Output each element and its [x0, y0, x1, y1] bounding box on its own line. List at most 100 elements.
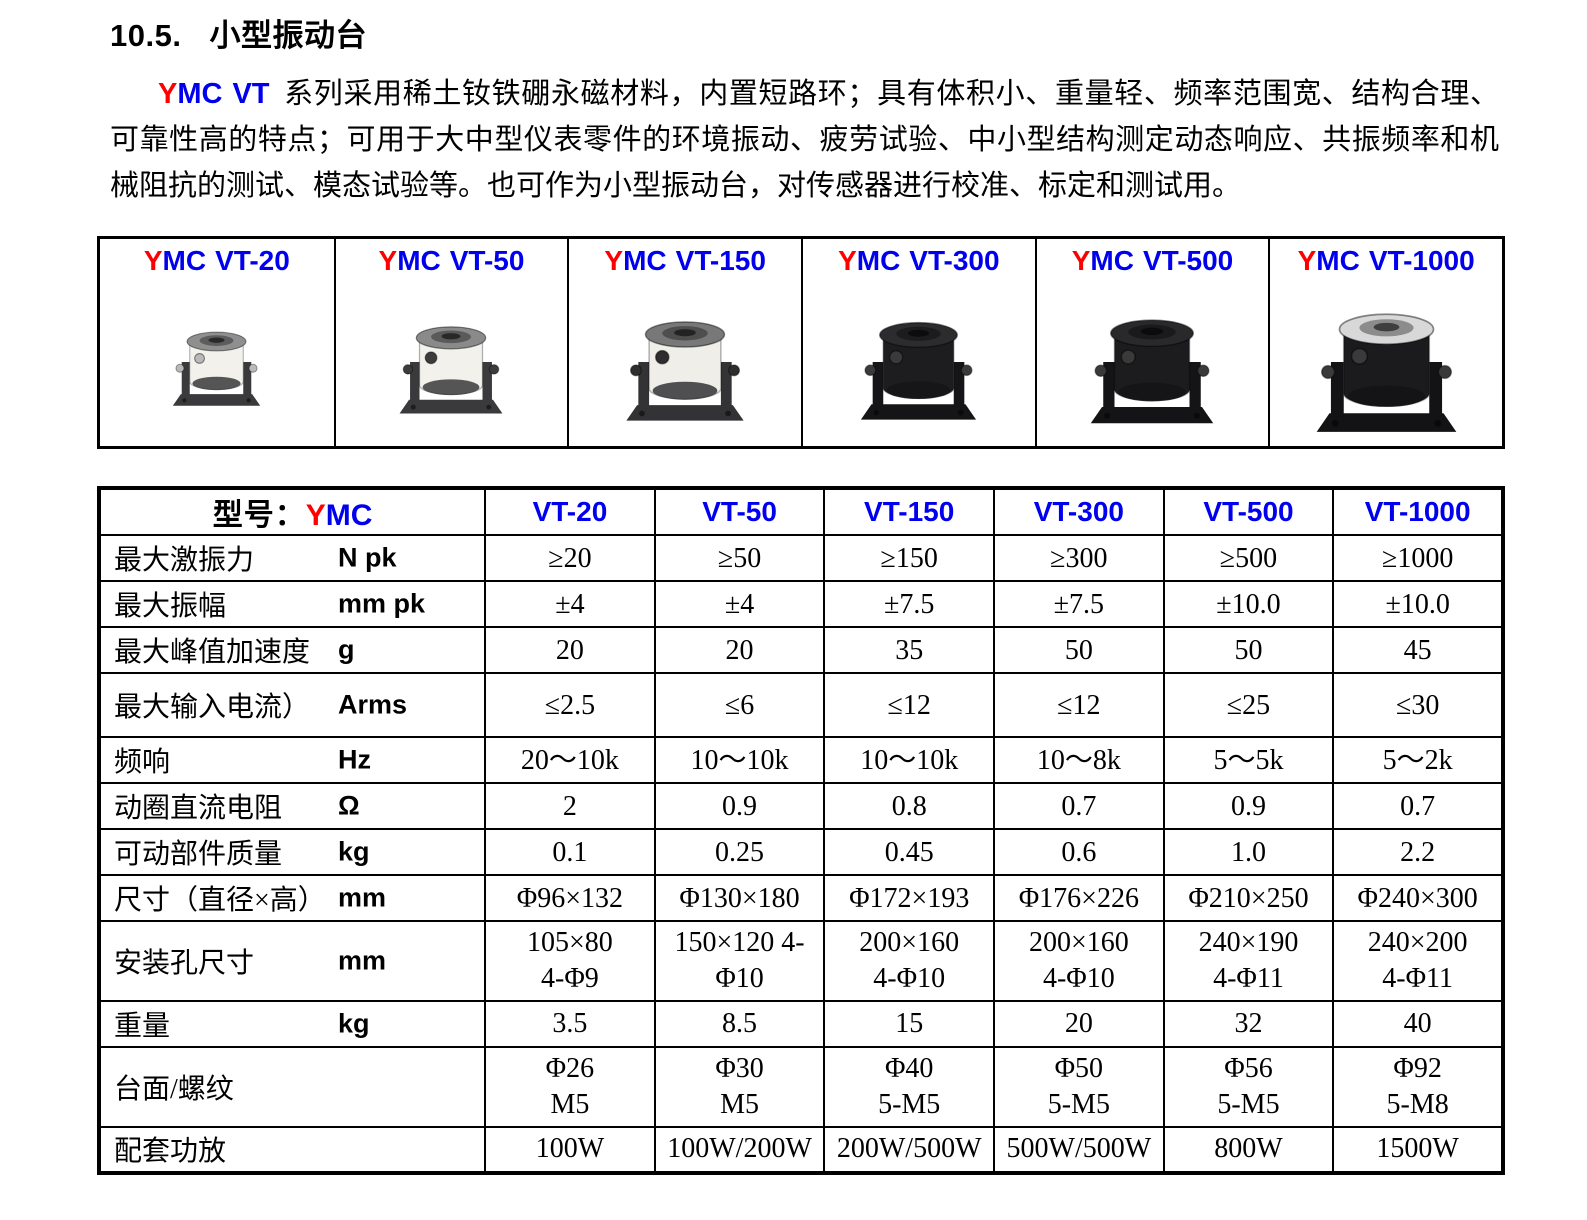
spec-row-label-cell: 可动部件质量 kg	[97, 828, 487, 877]
spec-row-unit: mm	[338, 945, 387, 976]
spec-value: ≤12	[993, 672, 1165, 739]
spec-value: 20	[484, 626, 656, 675]
spec-value: 10～8k	[993, 736, 1165, 785]
spec-row-label-cell: 尺寸（直径×高） mm	[97, 874, 487, 923]
product-cell: YMC VT-1000	[1268, 239, 1502, 447]
shaker-illustration	[626, 321, 744, 421]
spec-row: 重量 kg 3.5 8.5 15 20 32 40	[97, 1000, 1504, 1049]
brand-y: Y	[604, 245, 624, 277]
spec-row-label-cell: 动圈直流电阻 Ω	[97, 782, 487, 831]
spec-value: 100W/200W	[653, 1125, 826, 1174]
spec-value: 0.1	[484, 828, 656, 877]
spec-value: 5～5k	[1162, 736, 1335, 785]
spec-value: 20	[993, 1000, 1165, 1049]
product-photo	[1037, 277, 1269, 446]
spec-value: 0.45	[823, 828, 996, 877]
spec-value: 3.5	[484, 1000, 656, 1049]
spec-value: 0.25	[653, 828, 826, 877]
spec-value: Φ92 5-M8	[1332, 1046, 1504, 1128]
intro-paragraph: YMC VT 系列采用稀土钕铁硼永磁材料，内置短路环；具有体积小、重量轻、频率范围宽…	[110, 72, 1499, 209]
brand-y: Y	[143, 245, 163, 277]
product-photo	[803, 277, 1035, 446]
spec-value: Φ240×300	[1332, 874, 1504, 923]
product-photo	[569, 277, 801, 446]
spec-value: 200×160 4-Φ10	[823, 920, 996, 1003]
product-label: YMC VT-20	[144, 246, 290, 277]
spec-row-label-cell: 频响 Hz	[97, 736, 487, 785]
spec-value: 0.6	[993, 828, 1165, 877]
spec-value: ≤2.5	[484, 672, 656, 739]
spec-value: Φ50 5-M5	[993, 1046, 1165, 1128]
brand-mc: MC	[162, 245, 207, 277]
section-title: 小型振动台	[209, 18, 367, 53]
spec-value: 2.2	[1332, 828, 1504, 877]
spec-value: ±4	[653, 580, 826, 629]
product-label: YMC VT-300	[838, 246, 1000, 277]
spec-row-unit: mm	[338, 882, 387, 913]
shaker-illustration	[400, 326, 503, 414]
spec-value: 10～10k	[823, 736, 996, 785]
spec-value: 200W/500W	[823, 1125, 996, 1174]
spec-value: 20～10k	[484, 736, 656, 785]
spec-value: 240×190 4-Φ11	[1162, 920, 1335, 1003]
spec-row-label: 重量	[114, 1011, 171, 1043]
product-model: VT-300	[909, 245, 1000, 277]
spec-row: 最大峰值加速度 g 20 20 35 50 50 45	[97, 626, 1504, 675]
spec-column-header: VT-150	[823, 487, 996, 537]
spec-value: ≥300	[993, 534, 1165, 583]
spec-value: 0.9	[1162, 782, 1335, 831]
spec-value: 1.0	[1162, 828, 1335, 877]
product-photo	[1270, 277, 1502, 446]
product-cell: YMC VT-50	[333, 239, 568, 447]
spec-row-unit: Ω	[338, 790, 360, 821]
spec-column-header: VT-20	[484, 487, 656, 537]
spec-row-unit: kg	[338, 1008, 370, 1039]
product-label: YMC VT-50	[379, 246, 525, 277]
spec-value: 20	[653, 626, 826, 675]
section-number: 10.5.	[110, 18, 182, 53]
spec-value: 105×80 4-Φ9	[484, 920, 656, 1003]
spec-value: ≤12	[823, 672, 996, 739]
spec-value: ±7.5	[993, 580, 1165, 629]
spec-value: Φ30 M5	[653, 1046, 826, 1128]
spec-row: 配套功放 100W 100W/200W 200W/500W 500W/500W 800W 1…	[97, 1125, 1504, 1174]
spec-value: Φ96×132	[484, 874, 656, 923]
spec-value: ≥20	[484, 534, 656, 583]
spec-row-label: 最大激振力	[114, 545, 255, 577]
spec-row-label: 可动部件质量	[114, 839, 283, 871]
spec-column-header: VT-50	[653, 487, 826, 537]
brand-mc: MC	[325, 499, 373, 533]
spec-corner-header: 型号：YMC	[97, 487, 487, 537]
product-cell: YMC VT-500	[1034, 239, 1269, 447]
spec-value: ≤30	[1332, 672, 1504, 739]
spec-value: ≤25	[1162, 672, 1335, 739]
shaker-illustration	[861, 321, 977, 420]
spec-value: 5～2k	[1332, 736, 1504, 785]
spec-row: 最大激振力 N pk ≥20 ≥50 ≥150 ≥300 ≥500 ≥1000	[97, 534, 1504, 583]
spec-row-label-cell: 最大输入电流） Arms	[97, 672, 487, 739]
product-model: VT-1000	[1368, 245, 1475, 277]
spec-value: 8.5	[653, 1000, 826, 1049]
spec-value: Φ176×226	[993, 874, 1165, 923]
spec-value: ±4	[484, 580, 656, 629]
spec-row: 频响 Hz 20～10k 10～10k 10～10k 10～8k 5～5k 5～2k	[97, 736, 1504, 785]
model-field-label: 型号：	[212, 499, 306, 533]
product-label: YMC VT-1000	[1298, 246, 1475, 277]
spec-value: 0.9	[653, 782, 826, 831]
product-photo	[336, 277, 568, 446]
brand-mc: MC	[177, 78, 223, 110]
spec-row-label: 尺寸（直径×高）	[114, 885, 326, 917]
spec-row-label: 配套功放	[114, 1136, 227, 1168]
spec-row: 安装孔尺寸 mm 105×80 4-Φ9 150×120 4- Φ10 200×160 …	[97, 920, 1504, 1003]
spec-value: Φ130×180	[653, 874, 826, 923]
spec-row-label: 最大振幅	[114, 591, 227, 623]
shaker-illustration	[1316, 313, 1456, 432]
spec-value: 50	[993, 626, 1165, 675]
brand-mc: MC	[856, 245, 901, 277]
brand-vt: VT	[232, 78, 270, 110]
spec-row: 台面/螺纹 Φ26 M5 Φ30 M5 Φ40 5-M5 Φ50 5-M5 Φ56 5-M…	[97, 1046, 1504, 1128]
brand-y: Y	[378, 245, 398, 277]
spec-value: 2	[484, 782, 656, 831]
spec-value: ≥500	[1162, 534, 1335, 583]
spec-column-header: VT-500	[1162, 487, 1335, 537]
